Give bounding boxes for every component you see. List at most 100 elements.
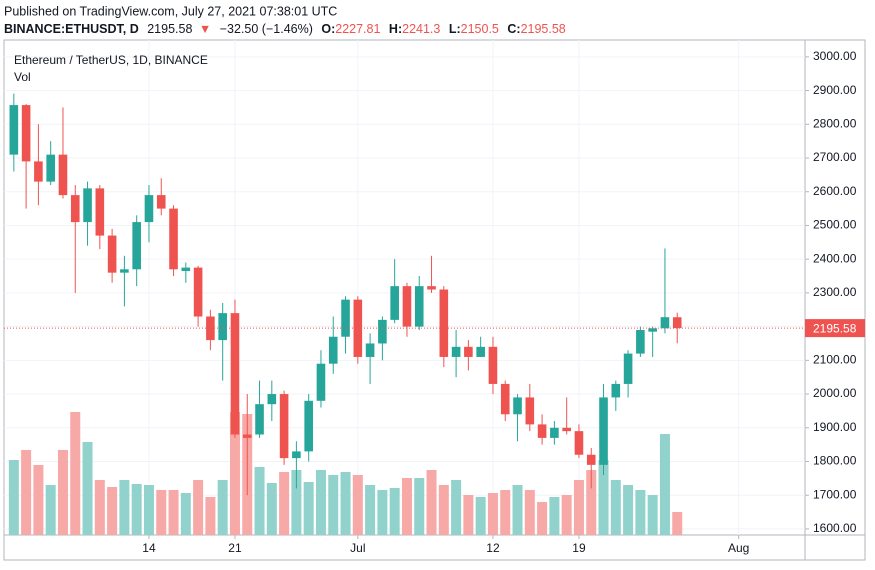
volume-bar xyxy=(573,480,584,535)
candle-body xyxy=(193,267,203,317)
volume-bar xyxy=(414,478,425,535)
volume-bar xyxy=(463,495,474,535)
candle-body xyxy=(230,313,240,435)
candle-body xyxy=(414,286,424,327)
candle-body xyxy=(623,353,633,384)
candle-body xyxy=(672,317,682,329)
candle-body xyxy=(316,363,326,401)
volume-bar xyxy=(659,434,670,535)
l-label: L: xyxy=(449,22,461,36)
candle-body xyxy=(304,400,313,452)
volume-bar xyxy=(401,478,412,535)
candle-body xyxy=(488,346,498,384)
volume-bar xyxy=(328,475,339,535)
volume-bar xyxy=(623,485,634,535)
volume-bar xyxy=(57,450,68,535)
volume-bar xyxy=(340,472,351,535)
volume-bar xyxy=(205,497,216,535)
volume-bar xyxy=(254,467,265,535)
candle-body xyxy=(378,319,387,344)
volume-bar xyxy=(107,487,118,535)
candle-body xyxy=(636,329,645,354)
candle-body xyxy=(156,195,166,209)
candle-body xyxy=(70,195,80,223)
header-row: BINANCE:ETHUSDT, D 2195.58 ▼ −32.50 (−1.… xyxy=(4,22,566,36)
volume-bar xyxy=(672,512,683,535)
candle-body xyxy=(144,195,154,223)
candle-body xyxy=(525,397,535,425)
volume-bar xyxy=(352,475,363,535)
candle-body xyxy=(537,424,547,438)
candle-body xyxy=(550,427,559,438)
candle-body xyxy=(574,431,584,455)
volume-bar xyxy=(131,484,142,535)
subtitle: Vol xyxy=(14,70,31,84)
volume-layer xyxy=(8,412,683,535)
h-label: H: xyxy=(389,22,402,36)
candle-body xyxy=(181,267,191,271)
volume-bar xyxy=(549,497,560,535)
y-tick-label: 2900.00 xyxy=(813,83,857,97)
volume-bar xyxy=(475,497,486,535)
candle-body xyxy=(586,454,596,465)
volume-bar xyxy=(487,493,498,535)
x-tick-label: Jul xyxy=(350,541,365,555)
candle-body xyxy=(451,346,461,357)
volume-bar xyxy=(647,495,658,535)
change: −32.50 (−1.46%) xyxy=(220,22,313,36)
volume-bar xyxy=(438,485,449,535)
volume-bar xyxy=(610,480,621,535)
candle-body xyxy=(513,397,522,415)
candle-body xyxy=(427,286,436,290)
c-label: C: xyxy=(507,22,520,36)
volume-bar xyxy=(500,490,511,535)
volume-bar xyxy=(512,485,523,535)
x-tick-label: 21 xyxy=(228,541,242,555)
volume-bar xyxy=(143,485,154,535)
axes: 1600.00 1700.00 1800.00 1900.00 2000.00 2100.… xyxy=(4,49,865,555)
volume-bar xyxy=(156,490,167,535)
volume-bar xyxy=(8,460,19,535)
candle-body xyxy=(58,154,68,196)
y-tick-label: 2000.00 xyxy=(813,386,857,400)
candle-body xyxy=(341,299,350,337)
volume-bar xyxy=(82,442,93,535)
candle-body xyxy=(292,451,301,459)
candle-body xyxy=(255,404,264,435)
symbol: BINANCE:ETHUSDT, D xyxy=(4,22,139,36)
candle-body xyxy=(9,105,19,155)
candle-body xyxy=(464,346,473,357)
volume-bar xyxy=(33,465,44,535)
volume-bar xyxy=(229,412,240,535)
volume-bar xyxy=(635,490,646,535)
candle-body xyxy=(599,397,608,465)
candle-body xyxy=(206,316,215,341)
x-tick-label: Aug xyxy=(728,541,749,555)
volume-bar xyxy=(180,493,191,535)
candle-body xyxy=(83,188,92,223)
y-tick-label: 2800.00 xyxy=(813,116,857,130)
published: Published on TradingView.com, July 27, 2… xyxy=(4,4,337,18)
volume-bar xyxy=(365,485,376,535)
frame xyxy=(3,39,866,561)
candle-body xyxy=(242,434,252,438)
candle-body xyxy=(353,299,363,357)
volume-bar xyxy=(279,472,290,535)
open: 2227.81 xyxy=(335,22,380,36)
candle-body xyxy=(267,394,277,405)
x-tick-label: 19 xyxy=(572,541,586,555)
candle-body xyxy=(21,105,31,162)
volume-bar xyxy=(426,470,437,535)
direction: ▼ xyxy=(199,22,211,36)
volume-bar xyxy=(537,502,548,535)
low: 2150.5 xyxy=(461,22,499,36)
volume-bar xyxy=(561,495,572,535)
volume-bar xyxy=(303,482,314,535)
candle-body xyxy=(439,289,449,357)
y-tick-label: 2600.00 xyxy=(813,184,857,198)
candle-body xyxy=(328,336,338,364)
chart-title: Ethereum / TetherUS, 1D, BINANCE xyxy=(14,53,208,67)
volume-bar xyxy=(598,460,609,535)
volume-bar xyxy=(193,480,204,535)
